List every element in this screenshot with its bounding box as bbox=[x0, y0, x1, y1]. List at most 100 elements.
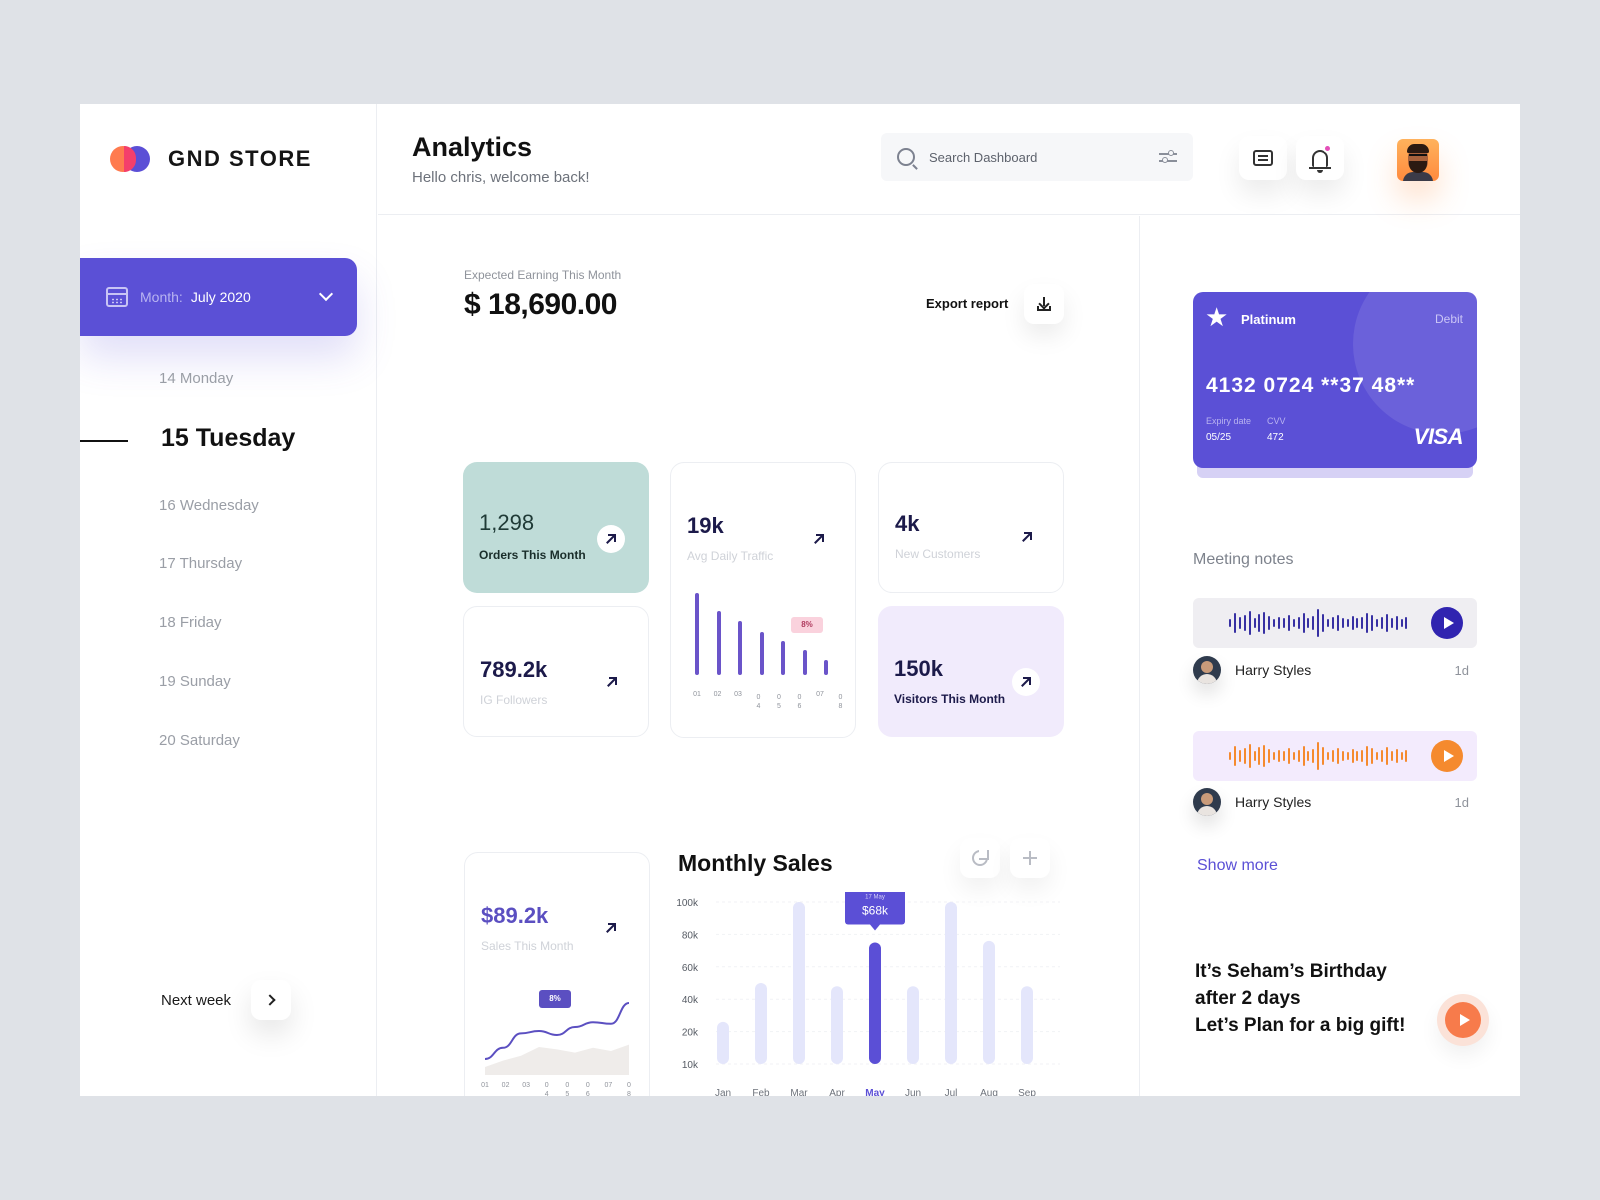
avatar[interactable] bbox=[1193, 788, 1221, 816]
waveform-bar bbox=[1238, 617, 1241, 629]
active-day-indicator bbox=[80, 440, 128, 442]
traffic-card[interactable]: 19k Avg Daily Traffic 8% 01 02 03 0 4 0 5 0 6 07 0… bbox=[670, 462, 856, 738]
waveform-bar bbox=[1346, 619, 1349, 627]
arrow-up-right-icon bbox=[1021, 677, 1031, 687]
sales-value: $89.2k bbox=[481, 903, 549, 928]
ig-arrow-button[interactable] bbox=[598, 668, 626, 696]
month-selector[interactable]: Month: July 2020 bbox=[80, 258, 357, 336]
search-input[interactable] bbox=[929, 149, 1149, 165]
export-button[interactable] bbox=[1024, 284, 1064, 324]
sales-tooltip: 8% bbox=[539, 990, 571, 1008]
orders-card[interactable]: 1,298 Orders This Month bbox=[463, 462, 649, 593]
traffic-arrow-button[interactable] bbox=[805, 525, 833, 553]
waveform-bar bbox=[1258, 614, 1261, 632]
tooltip-value: $68k bbox=[862, 904, 889, 918]
waveform-bar bbox=[1278, 617, 1280, 629]
day-item-17[interactable]: 17 Thursday bbox=[159, 555, 243, 572]
next-week-button[interactable] bbox=[251, 980, 292, 1020]
monthly-sales-chart: 100k 80k 60k 40k 20k 10k Jan Feb Mar Apr May 17 May… bbox=[676, 892, 1060, 1096]
waveform-bar bbox=[1371, 615, 1374, 631]
visitors-arrow-button[interactable] bbox=[1012, 668, 1040, 696]
main-content: Expected Earning This Month $ 18,690.00 … bbox=[378, 216, 1140, 1096]
play-button[interactable] bbox=[1431, 740, 1463, 772]
export-report-link[interactable]: Export report bbox=[926, 296, 1009, 311]
waveform-bar bbox=[1317, 609, 1320, 637]
day-item-16[interactable]: 16 Wednesday bbox=[159, 497, 259, 514]
customers-arrow-button[interactable] bbox=[1013, 523, 1041, 551]
day-item-14[interactable]: 14 Monday bbox=[159, 370, 234, 387]
waveform-bar bbox=[1302, 746, 1305, 766]
waveform-bar bbox=[1361, 617, 1364, 629]
visitors-caption: Visitors This Month bbox=[894, 692, 1006, 706]
x-tick-label: Mar bbox=[790, 1088, 808, 1096]
sales-tick-label: 07 bbox=[605, 1082, 613, 1089]
add-chart-button[interactable] bbox=[1010, 838, 1050, 878]
sales-tick-label: 02 bbox=[502, 1082, 510, 1089]
traffic-bar bbox=[802, 650, 807, 675]
expiry-value: 05/25 bbox=[1206, 432, 1232, 443]
customers-card[interactable]: 4k New Customers bbox=[878, 462, 1064, 593]
waveform-bar bbox=[1302, 613, 1305, 633]
pie-chart-icon bbox=[972, 850, 989, 866]
sales-bar[interactable] bbox=[869, 942, 881, 1065]
monthly-sales-title: Monthly Sales bbox=[678, 850, 833, 876]
waveform-bar bbox=[1371, 748, 1374, 764]
card-number: 4132 0724 **37 48** bbox=[1206, 374, 1416, 397]
sales-bar[interactable] bbox=[755, 983, 767, 1064]
traffic-bar bbox=[695, 593, 699, 675]
birthday-reminder: It’s Seham’s Birthday after 2 days Let’s… bbox=[1195, 958, 1405, 1039]
y-tick-label: 10k bbox=[682, 1060, 699, 1071]
sales-card[interactable]: $89.2k Sales This Month 01 02 03 0 4 0 5 0 6 07 0 8… bbox=[464, 852, 650, 1096]
waveform-bar bbox=[1248, 611, 1251, 635]
visitors-card[interactable]: 150k Visitors This Month bbox=[878, 606, 1064, 737]
sales-bar[interactable] bbox=[717, 1021, 729, 1064]
messages-button[interactable] bbox=[1239, 136, 1287, 180]
sales-bar[interactable] bbox=[831, 986, 843, 1064]
arrow-up-right-icon bbox=[606, 534, 616, 544]
notifications-button[interactable] bbox=[1296, 136, 1344, 180]
filter-icon[interactable] bbox=[1159, 149, 1177, 165]
waveform-bar bbox=[1390, 751, 1393, 761]
ig-followers-card[interactable]: 789.2k IG Followers bbox=[463, 606, 649, 737]
waveform-bar bbox=[1331, 750, 1334, 762]
sales-bar[interactable] bbox=[983, 940, 995, 1064]
user-avatar[interactable] bbox=[1397, 139, 1439, 181]
birthday-play-button[interactable] bbox=[1437, 994, 1489, 1046]
sales-bar[interactable] bbox=[945, 902, 957, 1064]
sales-bar[interactable] bbox=[1021, 986, 1033, 1064]
x-tick-label: Sep bbox=[1018, 1088, 1036, 1096]
waveform-bar bbox=[1405, 617, 1408, 629]
sales-bar[interactable] bbox=[793, 902, 805, 1064]
notification-dot bbox=[1323, 144, 1332, 153]
voice-note-1[interactable] bbox=[1193, 598, 1477, 648]
tooltip-date: 17 May bbox=[865, 895, 885, 901]
waveform-bar bbox=[1346, 752, 1349, 760]
x-tick-label: Jan bbox=[715, 1088, 731, 1096]
brand[interactable]: GND STORE bbox=[110, 144, 312, 174]
sales-arrow-button[interactable] bbox=[597, 914, 625, 942]
avatar[interactable] bbox=[1193, 656, 1221, 684]
sales-bar[interactable] bbox=[907, 986, 919, 1064]
day-item-15-active[interactable]: 15 Tuesday bbox=[161, 424, 296, 452]
show-more-link[interactable]: Show more bbox=[1197, 857, 1278, 874]
waveform-bar bbox=[1243, 748, 1246, 764]
chevron-right-icon bbox=[263, 994, 276, 1006]
voice-note-2[interactable] bbox=[1193, 731, 1477, 781]
month-label: Month: bbox=[140, 289, 183, 305]
credit-card[interactable]: ★ Platinum Debit 4132 0724 **37 48** Exp… bbox=[1193, 292, 1477, 468]
day-item-19[interactable]: 19 Sunday bbox=[159, 673, 231, 690]
play-button[interactable] bbox=[1431, 607, 1463, 639]
orders-arrow-button[interactable] bbox=[597, 525, 625, 553]
star-icon: ★ bbox=[1205, 302, 1229, 332]
note-user-name: Harry Styles bbox=[1235, 662, 1312, 678]
day-item-20[interactable]: 20 Saturday bbox=[159, 732, 240, 749]
arrow-up-right-icon bbox=[1022, 532, 1032, 542]
birthday-line-2: after 2 days bbox=[1195, 988, 1301, 1009]
traffic-tick-label: 03 bbox=[734, 691, 742, 698]
chart-type-button[interactable] bbox=[960, 838, 1000, 878]
card-tier: Platinum bbox=[1241, 312, 1296, 327]
waveform-bar bbox=[1376, 619, 1378, 627]
customers-caption: New Customers bbox=[895, 547, 981, 561]
day-item-18[interactable]: 18 Friday bbox=[159, 614, 222, 631]
